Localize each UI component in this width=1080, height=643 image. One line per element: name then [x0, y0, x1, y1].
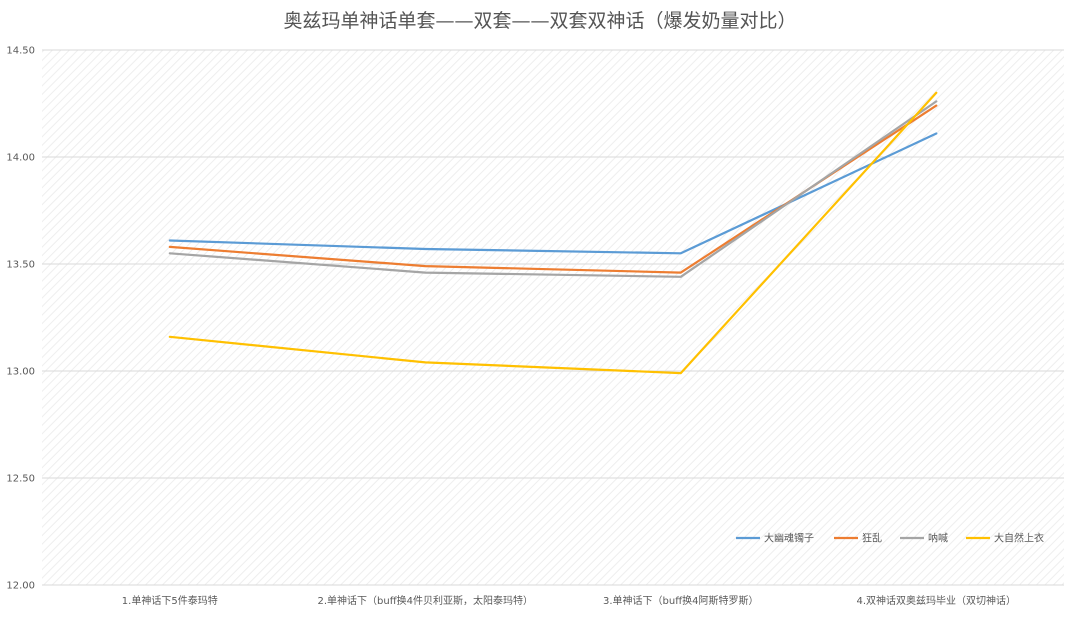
x-axis: 1.单神话下5件泰玛特 2.单神话下（buff换4件贝利亚斯，太阳泰玛特） 3.单神…: [122, 594, 1016, 607]
y-tick-label: 13.00: [6, 367, 35, 378]
y-tick-label: 14.00: [6, 153, 35, 164]
legend-label: 呐喊: [928, 532, 948, 545]
x-tick-label: 4.双神话双奥兹玛毕业（双切神话）: [856, 594, 1016, 607]
y-tick-label: 12.50: [6, 474, 35, 485]
legend-label: 狂乱: [862, 533, 882, 545]
x-tick-label: 2.单神话下（buff换4件贝利亚斯，太阳泰玛特）: [318, 594, 533, 607]
chart-title: 奥兹玛单神话单套——双套——双套双神话（爆发奶量对比）: [283, 10, 796, 32]
y-axis: 12.00 12.50 13.00 13.50 14.00 14.50: [6, 46, 35, 592]
series-lines: [168, 91, 938, 375]
y-tick-label: 14.50: [6, 46, 35, 57]
y-tick-label: 13.50: [6, 260, 35, 271]
series-line-3: [168, 91, 938, 375]
series-line-0: [168, 132, 938, 255]
legend-label: 大自然上衣: [994, 532, 1044, 545]
legend-label: 大幽魂镯子: [764, 532, 814, 545]
series-line-2: [168, 100, 938, 278]
x-tick-label: 3.单神话下（buff换4阿斯特罗斯）: [603, 594, 758, 607]
y-tick-label: 12.00: [6, 581, 35, 592]
plot-area: [42, 50, 1064, 585]
grid-lines: [42, 49, 1064, 586]
legend: 大幽魂镯子 狂乱 呐喊 大自然上衣: [736, 532, 1044, 545]
x-tick-label: 1.单神话下5件泰玛特: [122, 594, 218, 607]
